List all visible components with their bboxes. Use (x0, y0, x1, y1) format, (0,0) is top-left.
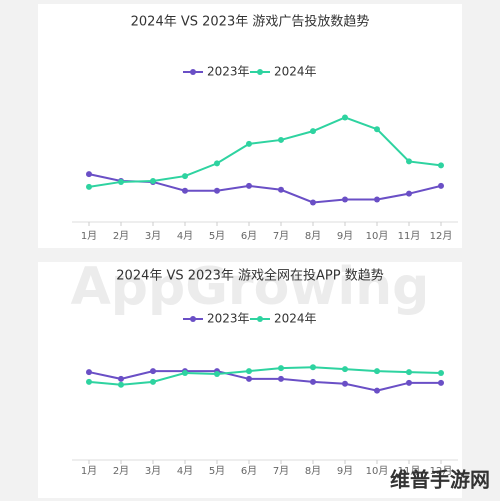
point (246, 375, 252, 382)
x-tick-label: 11月 (398, 465, 421, 477)
x-tick-label: 3月 (145, 230, 161, 242)
x-tick-label: 10月 (366, 230, 389, 242)
x-tick-label: 5月 (209, 230, 225, 242)
point (150, 378, 156, 385)
legend-label: 2023年 (207, 65, 250, 79)
corner-logo: 维普手游网 (390, 468, 490, 492)
point (246, 140, 252, 147)
point (342, 380, 348, 387)
point (310, 128, 316, 135)
point (278, 136, 284, 143)
point (406, 369, 412, 376)
legend-dot (190, 316, 196, 322)
point (438, 162, 444, 169)
point (214, 371, 220, 378)
x-tick-label: 10月 (366, 465, 389, 477)
point (438, 379, 444, 386)
x-tick-label: 7月 (273, 230, 289, 242)
point (406, 158, 412, 165)
series-line (88, 116, 442, 188)
legend-dot (257, 69, 263, 75)
x-tick-label: 9月 (337, 230, 353, 242)
point (150, 177, 156, 184)
point (374, 196, 380, 203)
point (310, 364, 316, 371)
point (246, 368, 252, 375)
x-tick-label: 4月 (177, 465, 193, 477)
point (374, 387, 380, 394)
point (438, 182, 444, 189)
x-tick-label: 6月 (241, 230, 257, 242)
point (278, 375, 284, 382)
point (438, 370, 444, 377)
point (150, 368, 156, 375)
point (118, 375, 124, 382)
chart-title: 2024年 VS 2023年 游戏广告投放数趋势 (131, 14, 370, 30)
point (118, 381, 124, 388)
point (86, 171, 92, 178)
x-tick-label: 11月 (398, 230, 421, 242)
x-tick-label: 1月 (81, 465, 97, 477)
point (310, 199, 316, 206)
x-tick-label: 9月 (337, 465, 353, 477)
point (246, 182, 252, 189)
point (406, 379, 412, 386)
x-tick-label: 8月 (305, 465, 321, 477)
x-tick-label: 3月 (145, 465, 161, 477)
point (342, 366, 348, 373)
panel (38, 4, 462, 248)
point (406, 190, 412, 197)
x-tick-label: 8月 (305, 230, 321, 242)
point (342, 114, 348, 121)
x-tick-label: 12月 (430, 230, 453, 242)
legend-dot (190, 69, 196, 75)
watermark: AppGrowing (71, 257, 430, 317)
x-tick-label: 12月 (430, 465, 453, 477)
x-tick-label: 5月 (209, 465, 225, 477)
legend-label: 2024年 (274, 65, 317, 79)
x-tick-label: 4月 (177, 230, 193, 242)
point (182, 187, 188, 194)
x-tick-label: 7月 (273, 465, 289, 477)
point (86, 378, 92, 385)
legend-label: 2024年 (274, 312, 317, 326)
point (374, 368, 380, 375)
point (118, 178, 124, 185)
series-line (88, 370, 441, 392)
point (182, 370, 188, 377)
point (310, 378, 316, 385)
chart-title: 2024年 VS 2023年 游戏全网在投APP 数趋势 (116, 268, 383, 284)
x-tick-label: 1月 (81, 230, 97, 242)
legend-label: 2023年 (207, 312, 250, 326)
series-line (88, 366, 442, 386)
legend-dot (257, 316, 263, 322)
x-tick-label: 2月 (113, 465, 129, 477)
point (342, 196, 348, 203)
point (86, 369, 92, 376)
point (278, 186, 284, 193)
point (214, 160, 220, 167)
point (182, 173, 188, 180)
x-tick-label: 6月 (241, 465, 257, 477)
point (374, 126, 380, 133)
point (278, 365, 284, 372)
point (214, 187, 220, 194)
point (86, 183, 92, 190)
x-tick-label: 2月 (113, 230, 129, 242)
